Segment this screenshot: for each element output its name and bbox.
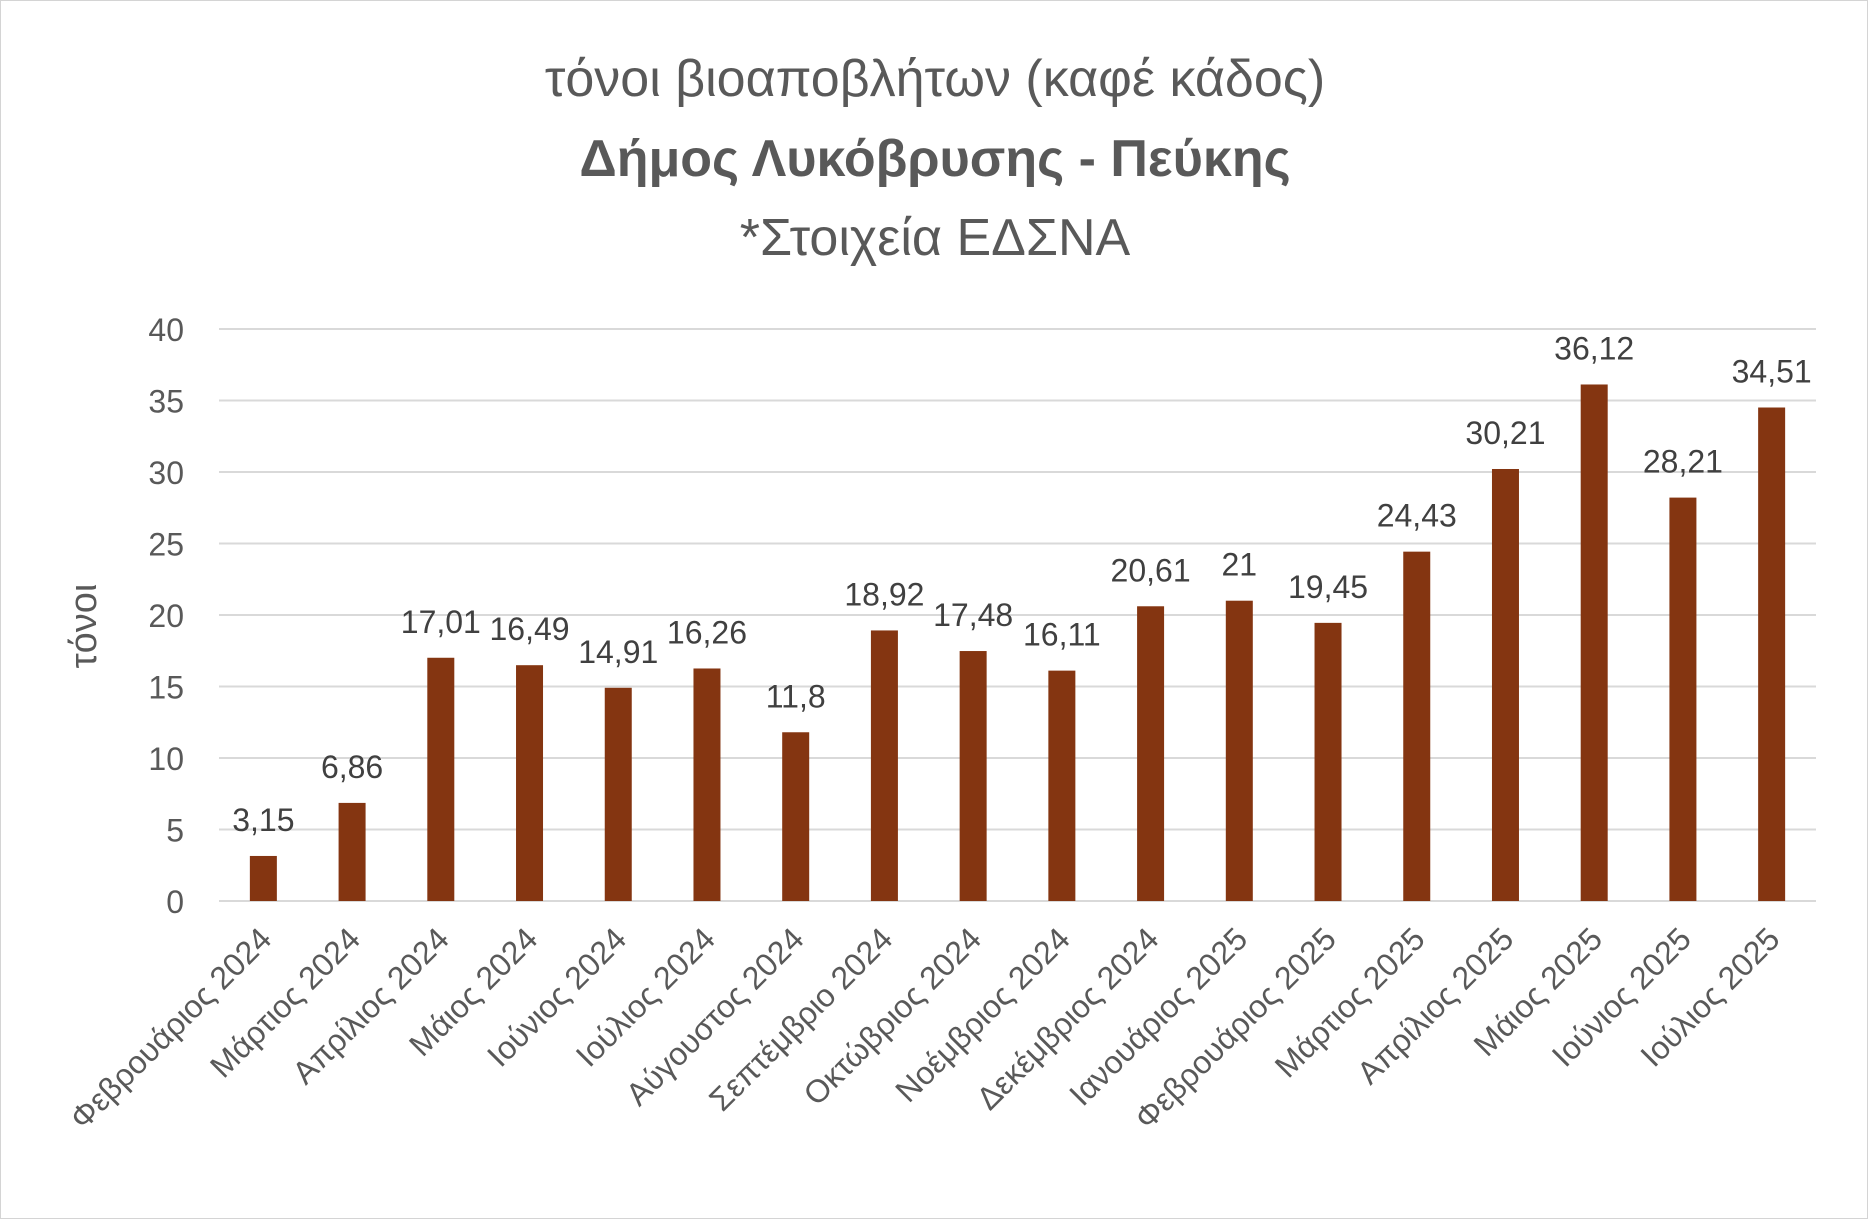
data-label: 34,51: [1732, 354, 1812, 390]
bar: [1225, 600, 1253, 901]
bar: [604, 687, 632, 901]
y-tick-label: 35: [148, 384, 184, 420]
bar: [338, 802, 366, 901]
bar: [1669, 497, 1697, 901]
data-label: 17,01: [401, 604, 481, 640]
data-label: 28,21: [1643, 444, 1723, 480]
data-label: 21: [1222, 547, 1258, 583]
y-tick-label: 30: [148, 455, 184, 491]
data-label: 16,26: [667, 614, 747, 650]
y-axis-label: τόνοι: [63, 584, 105, 669]
y-tick-labels: 0 5 10 15 20 25 30 35 40: [148, 312, 184, 920]
bar: [1137, 606, 1165, 901]
bar: [516, 665, 544, 901]
y-tick-label: 0: [166, 884, 184, 920]
data-label: 6,86: [321, 749, 383, 785]
data-label: 20,61: [1111, 552, 1191, 588]
bar: [249, 855, 277, 901]
data-label: 3,15: [232, 802, 294, 838]
data-label: 18,92: [844, 576, 924, 612]
gridlines: [219, 328, 1816, 902]
data-label: 30,21: [1465, 415, 1545, 451]
data-label: 24,43: [1377, 498, 1457, 534]
data-label: 36,12: [1554, 330, 1634, 366]
data-label: 17,48: [933, 597, 1013, 633]
y-tick-label: 5: [166, 813, 184, 849]
bar: [693, 668, 721, 901]
bar: [1491, 468, 1519, 901]
data-label: 16,11: [1023, 617, 1101, 653]
bar: [1580, 384, 1608, 901]
data-label: 19,45: [1288, 569, 1368, 605]
bar: [1403, 551, 1431, 901]
bars: [249, 384, 1786, 901]
y-tick-label: 15: [148, 670, 184, 706]
bar: [782, 732, 810, 901]
chart-note: *Στοιχεία ΕΔΣΝΑ: [739, 209, 1131, 267]
y-tick-label: 40: [148, 312, 184, 348]
bar: [959, 651, 987, 901]
y-tick-label: 20: [148, 598, 184, 634]
x-tick-label: Απρίλιος 2024: [285, 920, 456, 1091]
bar: [1314, 622, 1342, 901]
chart-title: τόνοι βιοαποβλήτων (καφέ κάδος): [544, 50, 1326, 108]
x-tick-label: Απρίλιος 2025: [1350, 920, 1521, 1091]
data-label: 16,49: [489, 611, 569, 647]
bar: [870, 630, 898, 901]
y-tick-label: 10: [148, 741, 184, 777]
bar: [1048, 670, 1076, 901]
y-tick-label: 25: [148, 527, 184, 563]
bar: [427, 657, 455, 901]
data-label: 11,8: [766, 678, 826, 714]
chart-subtitle: Δήμος Λυκόβρυσης - Πεύκης: [579, 130, 1291, 188]
bar: [1758, 407, 1786, 901]
data-label: 14,91: [578, 634, 658, 670]
